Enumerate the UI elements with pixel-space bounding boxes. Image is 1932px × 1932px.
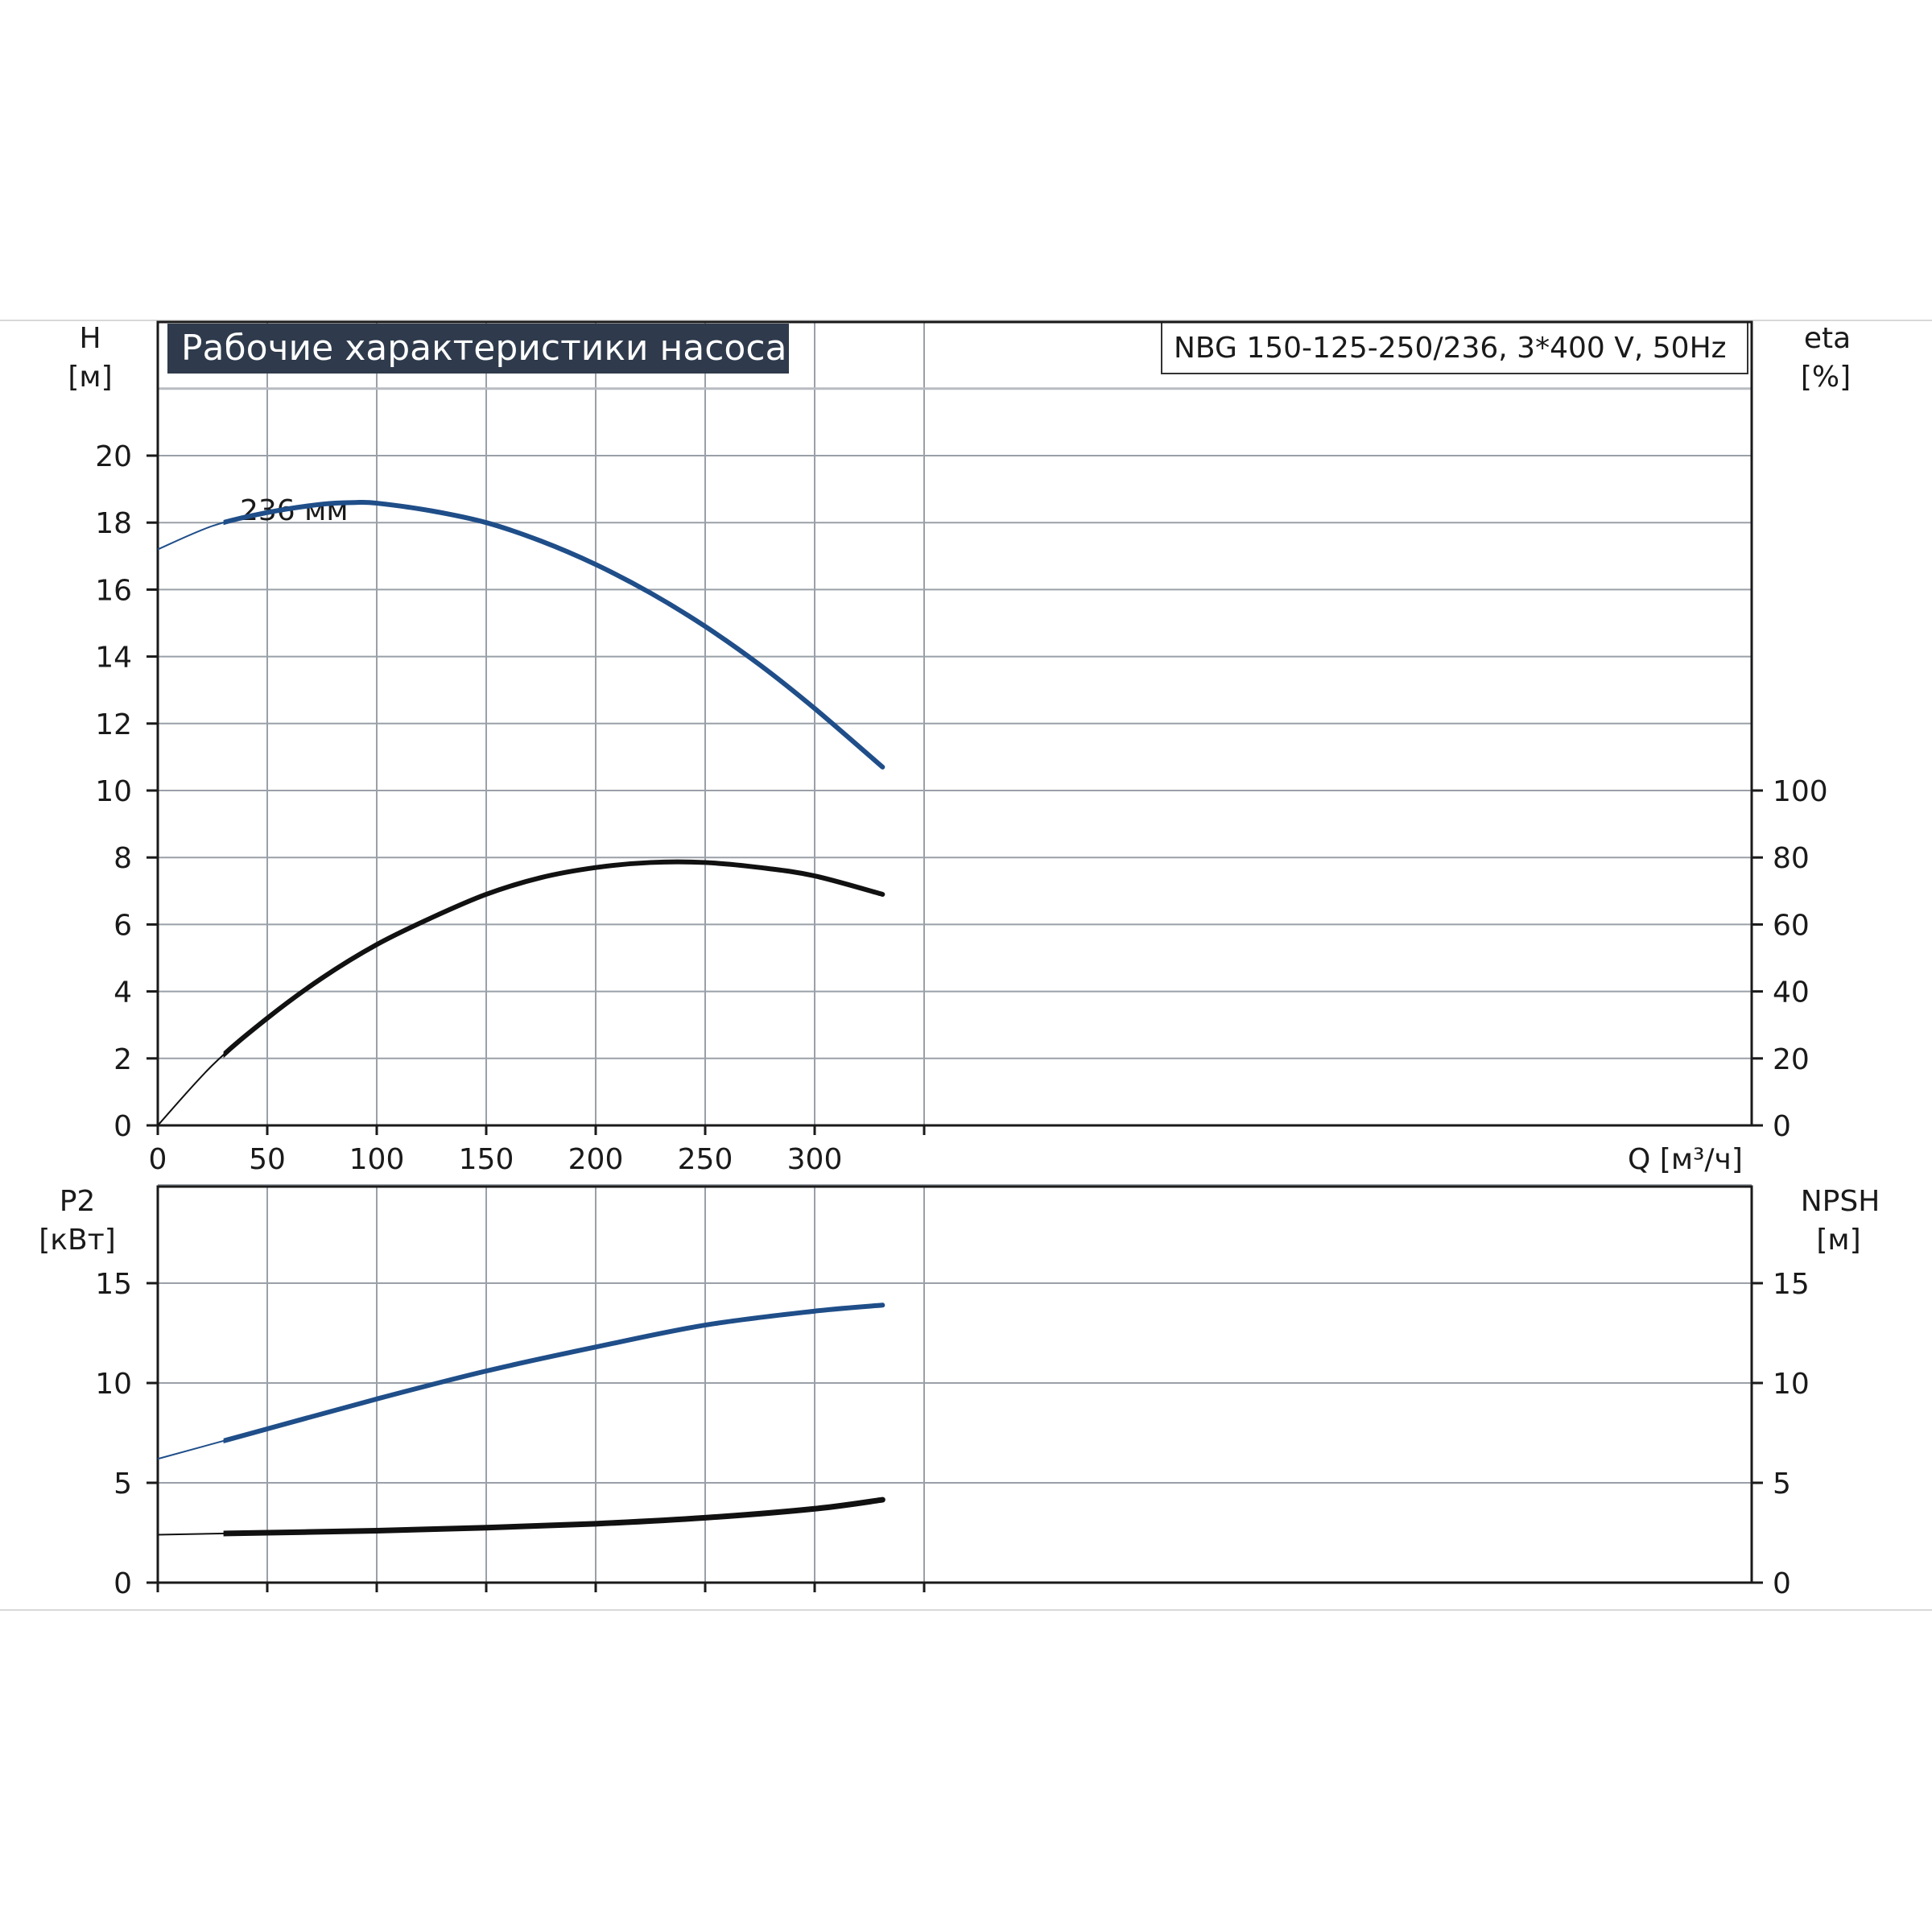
npsh-axis-label: NPSH [1801,1185,1880,1218]
x-tick-label: 0 [149,1143,167,1176]
top-panel-grid [158,322,1752,1125]
curve-top-left [223,499,886,770]
right-tick-label: 20 [1773,1043,1810,1076]
power-axis-label: P2 [60,1185,96,1218]
head-axis-unit: [м] [68,361,112,394]
curve-bottom-left [223,1302,886,1444]
efficiency-axis-label: eta [1804,322,1851,355]
left-tick-label: 15 [95,1268,132,1301]
left-tick-label: 18 [95,507,132,540]
x-tick-label: 200 [568,1143,624,1176]
flow-axis-label: Q [м³/ч] [1628,1143,1743,1176]
right-tick-label: 100 [1773,775,1828,808]
x-tick-label: 150 [459,1143,514,1176]
right-tick-label: 60 [1773,909,1810,942]
efficiency-axis-unit: [%] [1801,361,1851,394]
right-tick-label: 10 [1773,1368,1810,1401]
left-tick-label: 0 [114,1110,132,1143]
right-tick-label: 0 [1773,1110,1791,1143]
power-axis-unit: [кВт] [39,1224,116,1257]
left-tick-label: 14 [95,642,132,675]
left-tick-label: 10 [95,775,132,808]
right-tick-label: 15 [1773,1268,1810,1301]
left-tick-label: 4 [114,976,132,1009]
head-axis-label: H [79,322,101,355]
x-tick-label: 300 [787,1143,843,1176]
left-tick-label: 6 [114,909,132,942]
performance-curves [157,499,886,1537]
left-tick-label: 10 [95,1368,132,1401]
left-tick-label: 8 [114,842,132,875]
x-tick-label: 50 [249,1143,286,1176]
x-tick-label: 100 [349,1143,405,1176]
curve-top-right [223,859,886,1059]
left-tick-label: 16 [95,574,132,607]
left-tick-label: 0 [114,1567,132,1600]
left-tick-label: 5 [114,1468,132,1501]
npsh-axis-unit: [м] [1816,1224,1860,1257]
right-tick-label: 5 [1773,1468,1791,1501]
x-tick-label: 250 [678,1143,733,1176]
impeller-diameter-label: 236 мм [240,494,348,527]
curve-bottom-right [223,1496,886,1537]
model-label: NBG 150-125-250/236, 3*400 V, 50Hz [1174,332,1727,365]
right-tick-label: 80 [1773,842,1810,875]
right-tick-label: 0 [1773,1567,1791,1600]
chart-title: Рабочие характеристики насоса [181,328,786,369]
left-tick-label: 2 [114,1043,132,1076]
bottom-panel-frame [156,1185,1753,1584]
right-tick-label: 40 [1773,976,1810,1009]
title-box [167,324,789,374]
bottom-panel-grid [158,1184,1752,1583]
left-tick-label: 20 [95,440,132,473]
left-tick-label: 12 [95,708,132,741]
